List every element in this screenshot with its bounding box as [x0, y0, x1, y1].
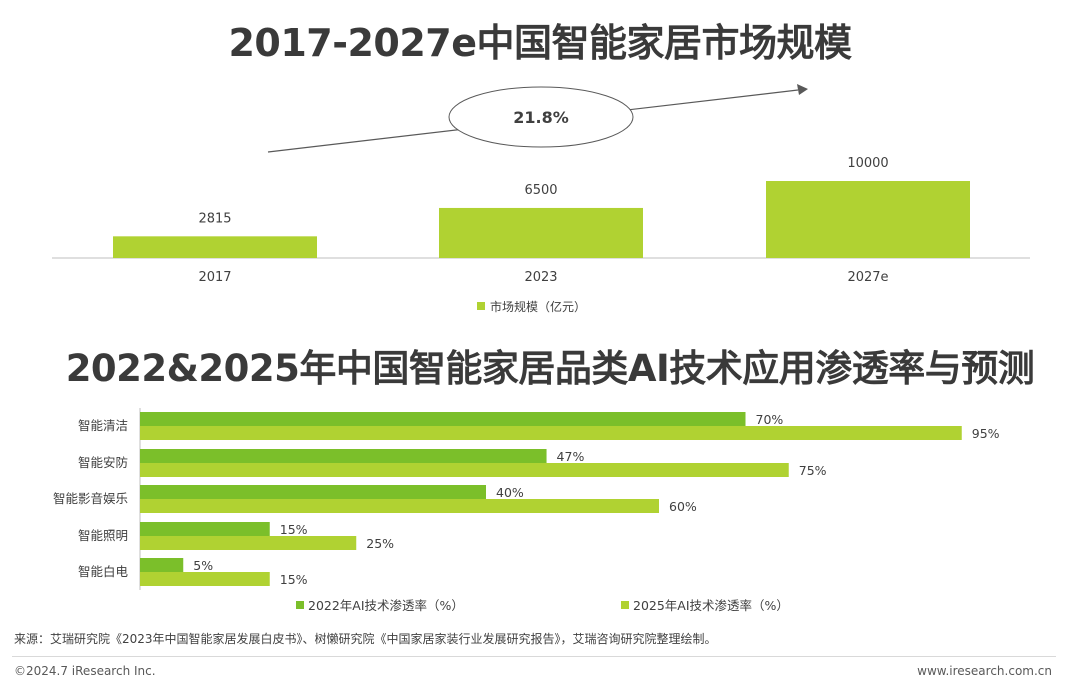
data-label-2017: 2815 — [198, 211, 231, 226]
bar-2022-智能照明 — [140, 522, 270, 536]
y-tick-label-智能照明: 智能照明 — [78, 528, 128, 543]
bar-2022-智能白电 — [140, 558, 184, 572]
data-label-2022-智能安防: 47% — [557, 449, 585, 464]
data-label-2025-智能白电: 15% — [280, 572, 308, 587]
x-tick-label-2017: 2017 — [198, 270, 231, 285]
growth-arrow-head — [797, 84, 808, 95]
data-label-2023: 6500 — [524, 183, 557, 198]
data-label-2022-智能清洁: 70% — [756, 412, 784, 427]
bar-2025-智能清洁 — [140, 426, 962, 440]
bar-market-size-2017 — [113, 236, 317, 258]
chart-title-market-size: 2017-2027e中国智能家居市场规模 — [228, 21, 852, 65]
legend-swatch-market-size — [477, 302, 485, 310]
legend-swatch-2022 — [296, 601, 304, 609]
data-label-2022-智能照明: 15% — [280, 522, 308, 537]
chart-title-ai-penetration: 2022&2025年中国智能家居品类AI技术应用渗透率与预测 — [65, 347, 1035, 390]
cagr-ellipse — [448, 86, 634, 148]
data-label-2027e: 10000 — [847, 156, 888, 171]
legend-label-2022: 2022年AI技术渗透率（%） — [308, 598, 464, 613]
y-tick-label-智能安防: 智能安防 — [78, 455, 128, 470]
y-tick-label-智能清洁: 智能清洁 — [78, 418, 128, 433]
legend-label-2025: 2025年AI技术渗透率（%） — [633, 598, 789, 613]
bar-market-size-2023 — [439, 207, 643, 258]
y-tick-label-智能白电: 智能白电 — [78, 564, 129, 579]
cagr-label: 21.8% — [513, 108, 569, 127]
data-label-2025-智能照明: 25% — [366, 536, 394, 551]
bar-2022-智能影音娱乐 — [140, 485, 486, 499]
data-label-2025-智能清洁: 95% — [972, 426, 1000, 441]
y-tick-label-智能影音娱乐: 智能影音娱乐 — [53, 491, 128, 506]
source-note: 来源：艾瑞研究院《2023年中国智能家居发展白皮书》、树懒研究院《中国家居家装行… — [14, 632, 717, 646]
bar-2022-智能清洁 — [140, 412, 746, 426]
copyright-text: ©2024.7 iResearch Inc. — [14, 664, 156, 678]
x-tick-label-2027e: 2027e — [847, 270, 888, 285]
legend-swatch-2025 — [621, 601, 629, 609]
bar-2025-智能安防 — [140, 463, 789, 477]
x-tick-label-2023: 2023 — [524, 270, 557, 285]
bar-2025-智能白电 — [140, 572, 270, 586]
bar-2025-智能照明 — [140, 536, 357, 550]
bar-market-size-2027e — [766, 181, 970, 258]
website-link[interactable]: www.iresearch.com.cn — [917, 664, 1052, 678]
data-label-2022-智能白电: 5% — [193, 558, 213, 573]
data-label-2025-智能安防: 75% — [799, 463, 827, 478]
footer-divider — [12, 656, 1056, 657]
data-label-2025-智能影音娱乐: 60% — [669, 499, 697, 514]
bar-2022-智能安防 — [140, 449, 547, 463]
data-label-2022-智能影音娱乐: 40% — [496, 485, 524, 500]
bar-2025-智能影音娱乐 — [140, 499, 659, 513]
legend-label-market-size: 市场规模（亿元） — [490, 299, 586, 314]
